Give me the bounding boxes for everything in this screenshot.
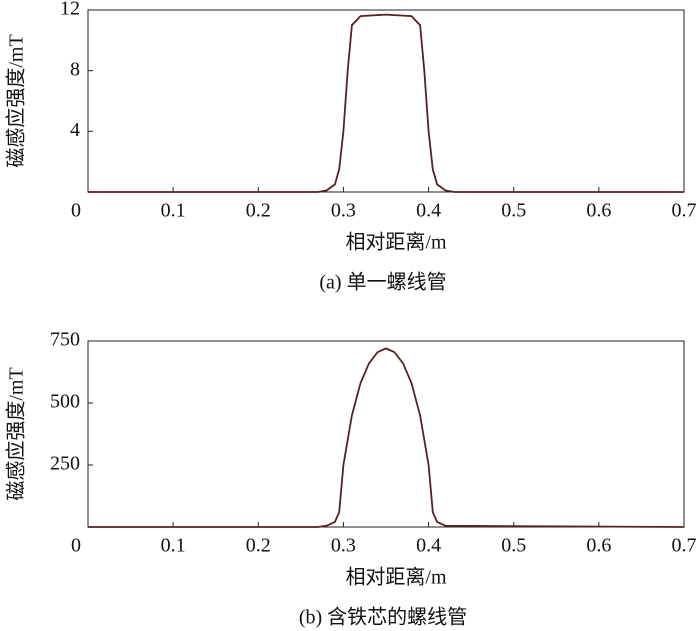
x-tick-label: 0.1	[161, 200, 186, 222]
x-tick-label: 0.2	[246, 200, 271, 222]
x-tick-label: 0.6	[586, 535, 611, 557]
x-tick-label: 0.5	[501, 535, 526, 557]
x-tick-label: 0.3	[331, 535, 356, 557]
y-tick-label: 4	[70, 119, 80, 141]
data-line	[88, 13, 684, 193]
x-tick-label: 0.4	[416, 200, 441, 222]
x-tick-label: 0.5	[501, 200, 526, 222]
x-tick-label: 0.7	[672, 535, 697, 557]
x-axis-label: 相对距离/m	[345, 566, 447, 589]
x-tick-label: 0.4	[416, 535, 441, 557]
y-tick-label: 250	[50, 453, 80, 475]
y-tick-label: 12	[60, 0, 80, 20]
y-tick-label: 500	[50, 391, 80, 413]
x-tick-label: 0.6	[586, 200, 611, 222]
y-tick-label: 750	[50, 329, 80, 351]
x-tick-label: 0	[71, 200, 81, 222]
x-tick-label: 0.3	[331, 200, 356, 222]
y-axis-label: 磁感应强度/mT	[5, 34, 28, 167]
caption: (b) 含铁芯的螺线管	[299, 606, 467, 629]
y-axis-label: 磁感应强度/mT	[5, 367, 28, 500]
x-tick-label: 0.1	[161, 535, 186, 557]
data-line	[88, 347, 685, 528]
x-axis-label: 相对距离/m	[345, 231, 447, 254]
x-tick-label: 0	[71, 535, 81, 557]
caption: (a) 单一螺线管	[319, 271, 446, 294]
y-tick-label: 8	[70, 58, 80, 80]
x-tick-label: 0.7	[672, 200, 697, 222]
plot-frame	[87, 340, 685, 528]
x-tick-label: 0.2	[246, 535, 271, 557]
plot-frame	[87, 9, 685, 193]
